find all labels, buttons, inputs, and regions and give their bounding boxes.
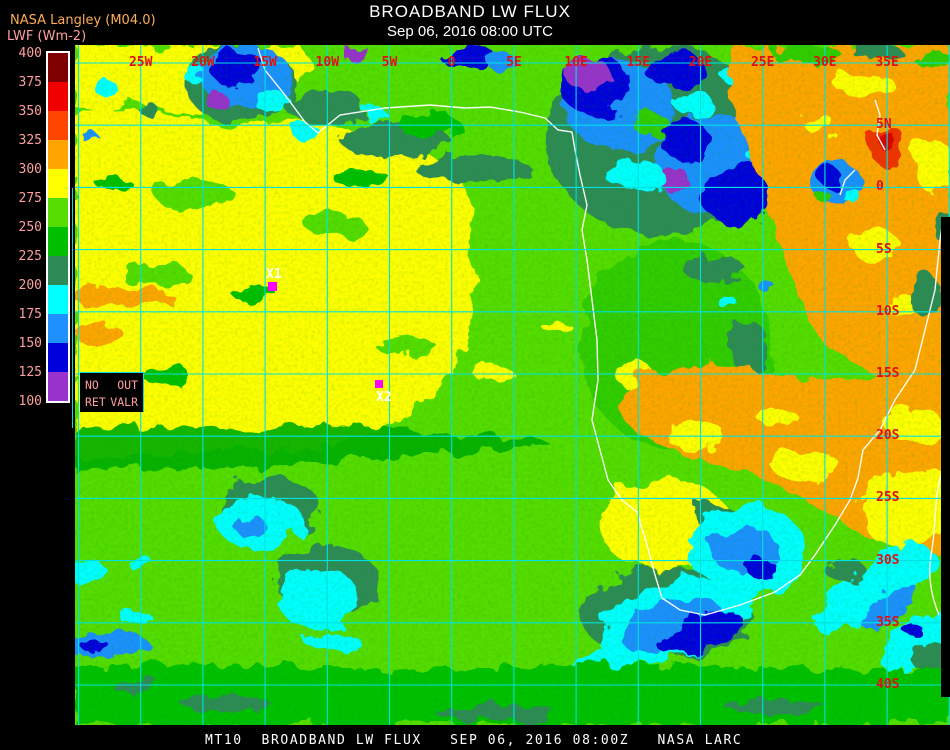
scale-seg — [48, 227, 68, 256]
scale-seg — [48, 372, 68, 401]
lon-label: 25E — [750, 55, 775, 70]
lon-label: 5E — [506, 55, 522, 70]
scale-seg — [48, 111, 68, 140]
scale-seg — [48, 82, 68, 111]
scale-tick: 125 — [18, 365, 42, 380]
lon-label: 20E — [688, 55, 713, 70]
status-text: MT10 BROADBAND LW FLUX SEP 06, 2016 08:0… — [205, 733, 743, 748]
lat-label: 30S — [876, 553, 900, 568]
legend-word: VALR — [110, 394, 138, 409]
scale-tick: 200 — [18, 278, 42, 293]
scale-tick: 350 — [18, 104, 42, 119]
timestamp-subtitle: Sep 06, 2016 08:00 UTC — [387, 23, 553, 40]
lon-label: 10W — [315, 55, 340, 70]
scale-seg — [48, 53, 68, 82]
scale-tick: 275 — [18, 191, 42, 206]
scale-tick: 225 — [18, 249, 42, 264]
scale-tick: 100 — [18, 394, 42, 409]
lat-label: 35S — [876, 615, 900, 630]
lon-label: 5W — [381, 55, 398, 70]
scale-tick: 250 — [18, 220, 42, 235]
title-block: BROADBAND LW FLUX Sep 06, 2016 08:00 UTC — [75, 2, 865, 40]
scale-tick: 175 — [18, 307, 42, 322]
lon-label: 15E — [626, 55, 651, 70]
lat-label: 10S — [876, 304, 900, 319]
legend-word: NO — [85, 377, 99, 392]
lon-label: 30E — [813, 55, 837, 70]
lon-label: 20W — [191, 55, 215, 70]
map-edge-line — [72, 188, 73, 428]
scale-seg — [48, 140, 68, 169]
scale-tick: 300 — [18, 162, 42, 177]
scale-seg — [48, 314, 68, 343]
lon-label: 10E — [564, 55, 588, 70]
lat-label: 5S — [876, 242, 892, 257]
no-retrieval-legend: NO OUT RET VALR — [80, 372, 144, 412]
lon-label: 0 — [447, 55, 456, 70]
no-data-strip — [941, 217, 950, 697]
color-scale-bar — [46, 51, 70, 403]
status-bar: MT10 BROADBAND LW FLUX SEP 06, 2016 08:0… — [0, 725, 950, 750]
marker-x1 — [268, 282, 277, 291]
scale-seg — [48, 285, 68, 314]
marker-label-x1: X1 — [266, 267, 282, 282]
page-title: BROADBAND LW FLUX — [369, 2, 571, 21]
lat-label: 15S — [876, 366, 900, 381]
lat-label: 40S — [876, 677, 900, 692]
lat-label: 20S — [876, 428, 900, 443]
lat-label: 5N — [876, 117, 892, 132]
lon-label: 15W — [253, 55, 277, 70]
legend-word: OUT — [117, 377, 138, 392]
lon-label: 35E — [875, 55, 899, 70]
scale-tick: 150 — [18, 336, 42, 351]
lat-label: 0 — [876, 179, 884, 194]
scale-seg — [48, 198, 68, 227]
lat-label: 25S — [876, 490, 900, 505]
scale-tick: 400 — [18, 46, 42, 61]
scale-tick: 375 — [18, 75, 42, 90]
pixel-noise-overlay — [75, 45, 950, 725]
units-label: LWF (Wm-2) — [7, 29, 87, 44]
flux-map — [75, 45, 950, 725]
data-source-label: NASA Langley (M04.0) — [10, 13, 156, 28]
scale-seg — [48, 256, 68, 285]
legend-word: RET — [85, 394, 106, 409]
lon-label: 25W — [128, 55, 153, 70]
marker-x2 — [375, 380, 383, 388]
scale-seg — [48, 169, 68, 198]
scale-tick: 325 — [18, 133, 42, 148]
marker-label-x2: X2 — [376, 390, 392, 405]
scale-seg — [48, 343, 68, 372]
